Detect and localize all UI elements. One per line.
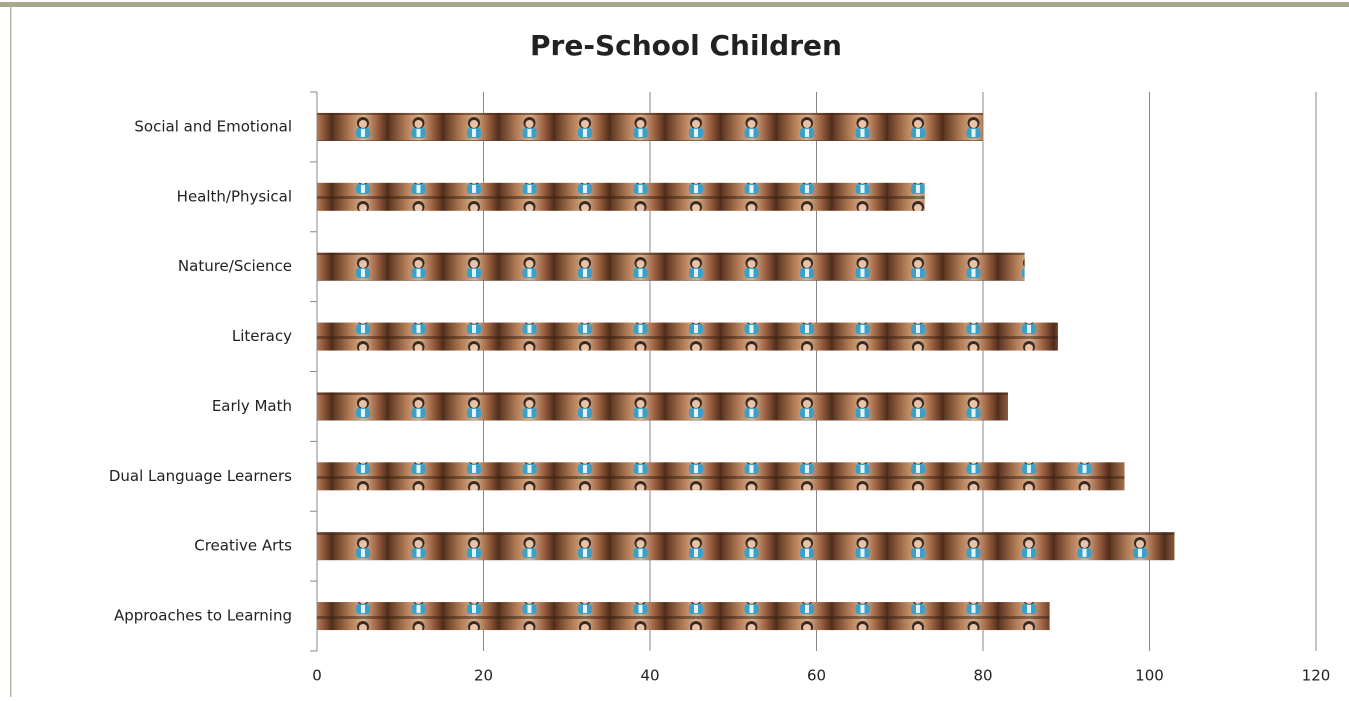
y-tick-label: Approaches to Learning <box>114 607 292 625</box>
chart-title: Pre-School Children <box>530 29 842 62</box>
bar <box>317 322 1058 351</box>
x-tick-label: 100 <box>1135 667 1164 685</box>
y-tick-label: Dual Language Learners <box>109 467 292 485</box>
x-tick-label: 0 <box>312 667 322 685</box>
bar <box>317 112 983 141</box>
frame-left <box>10 7 12 697</box>
x-tick-label: 60 <box>807 667 826 685</box>
bar <box>317 532 1175 561</box>
bar <box>317 462 1125 491</box>
y-tick-label: Literacy <box>232 327 292 345</box>
x-tick-label: 40 <box>640 667 659 685</box>
bar <box>317 392 1008 421</box>
y-tick-label: Creative Arts <box>194 537 292 555</box>
x-tick-label: 80 <box>973 667 992 685</box>
x-tick-label: 20 <box>474 667 493 685</box>
x-tick-label: 120 <box>1302 667 1331 685</box>
y-tick-label: Social and Emotional <box>134 117 292 135</box>
y-tick-label: Early Math <box>212 397 292 415</box>
bar <box>317 602 1050 631</box>
y-tick-label: Nature/Science <box>178 257 292 275</box>
bar <box>317 252 1025 281</box>
plot-area: 0 20 40 60 80 100 120 Social and Emotional Healt… <box>109 91 1331 685</box>
bar <box>317 182 925 211</box>
frame-top <box>0 2 1349 7</box>
y-tick-label: Health/Physical <box>177 187 292 205</box>
